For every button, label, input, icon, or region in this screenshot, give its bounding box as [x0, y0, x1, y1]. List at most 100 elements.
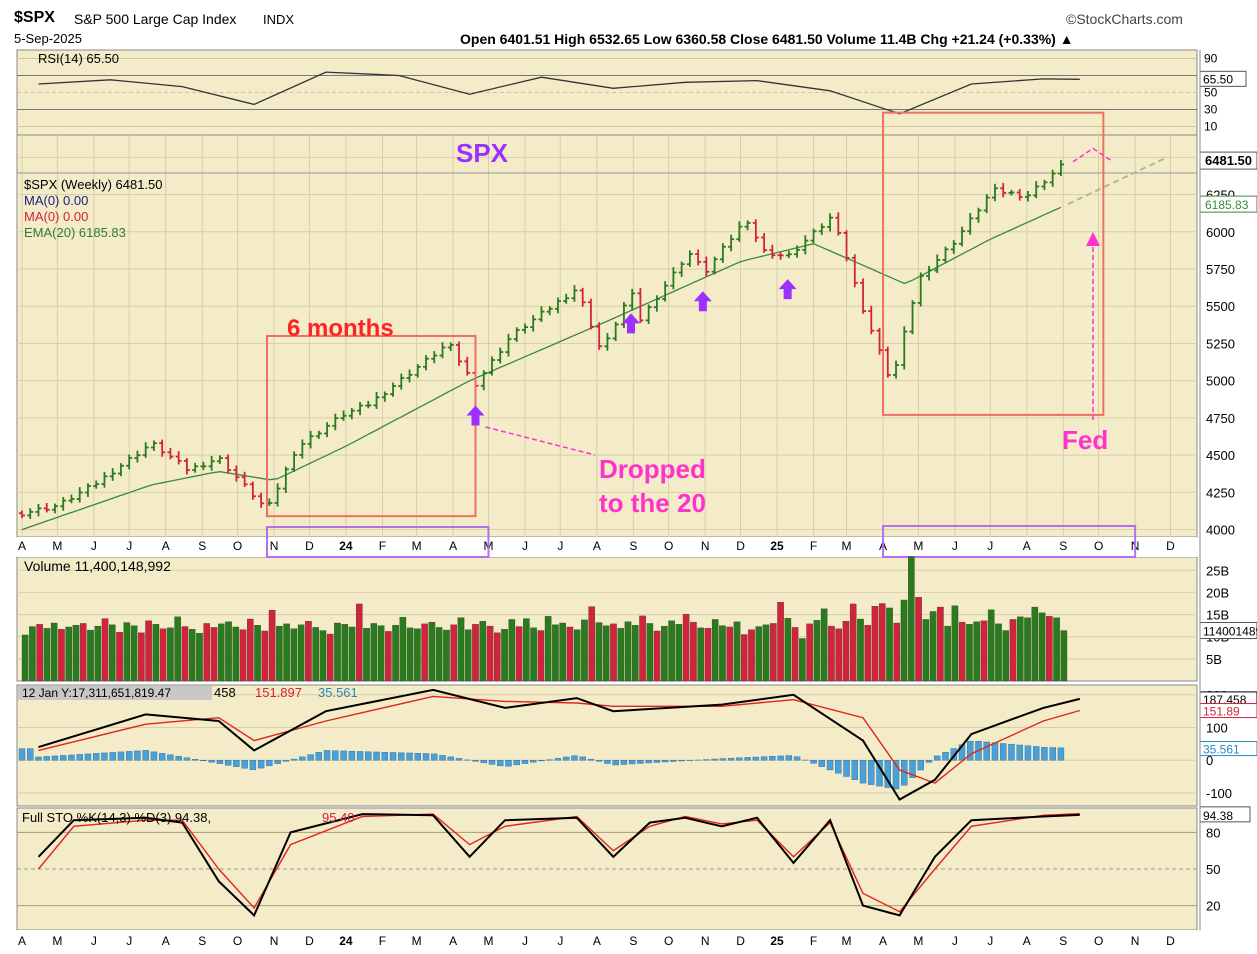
- volume-bar: [624, 621, 632, 682]
- macd-histogram-bar: [934, 755, 941, 761]
- volume-bar: [1060, 630, 1068, 682]
- rsi-last-value: 65.50: [1203, 72, 1233, 86]
- x-tick-label: S: [629, 934, 637, 948]
- volume-bar: [297, 624, 305, 682]
- x-tick-label: A: [18, 934, 26, 948]
- x-tick-label: A: [162, 934, 170, 948]
- macd-histogram-bar: [1008, 744, 1015, 761]
- price-tick-label: 6000: [1206, 225, 1235, 240]
- volume-bar: [101, 618, 109, 682]
- macd-histogram-bar: [167, 754, 174, 761]
- volume-bar: [581, 619, 588, 682]
- x-tick-label: M: [52, 539, 62, 553]
- macd-histogram-bar: [604, 760, 611, 764]
- macd-histogram-bar: [678, 760, 685, 762]
- volume-bar: [799, 638, 806, 682]
- macd-histogram-bar: [645, 760, 652, 764]
- chart-index-name: S&P 500 Large Cap Index: [74, 11, 237, 27]
- volume-bar: [428, 621, 436, 682]
- macd-histogram-bar: [777, 755, 784, 761]
- volume-bar: [690, 621, 697, 682]
- x-tick-label: J: [126, 539, 132, 553]
- macd-histogram-bar: [224, 760, 232, 766]
- volume-bar: [276, 625, 283, 682]
- x-tick-label: 25: [770, 539, 784, 553]
- macd-histogram-bar: [711, 758, 718, 761]
- price-legend-item: $SPX (Weekly) 6481.50: [24, 177, 163, 192]
- volume-bar: [363, 628, 370, 682]
- volume-bar: [123, 622, 131, 682]
- volume-bar: [152, 624, 160, 682]
- annotation-to-the-20: to the 20: [599, 488, 706, 518]
- highlight-box: [266, 335, 477, 518]
- volume-bar: [958, 621, 966, 682]
- macd-histogram-bar: [447, 756, 454, 761]
- volume-bar: [196, 633, 203, 682]
- volume-bar: [922, 619, 930, 682]
- macd-histogram-bar: [84, 753, 92, 761]
- volume-bar: [217, 623, 225, 682]
- macd-histogram-bar: [93, 753, 100, 761]
- macd-histogram-bar: [843, 760, 850, 777]
- macd-histogram-bar: [348, 750, 356, 761]
- volume-bar: [668, 620, 675, 682]
- macd-histogram-bar: [793, 756, 801, 761]
- volume-bar: [675, 624, 683, 682]
- macd-histogram-bar: [628, 760, 636, 765]
- macd-histogram-bar: [455, 758, 463, 761]
- macd-histogram-bar: [497, 760, 504, 767]
- sto-tick-label: 20: [1206, 899, 1220, 914]
- macd-histogram-bar: [513, 760, 520, 766]
- annotation-6-months: 6 months: [287, 315, 394, 342]
- volume-bar: [777, 602, 784, 682]
- macd-histogram-bar: [769, 756, 776, 761]
- sto-last-value: 94.38: [1203, 809, 1233, 823]
- x-tick-label: D: [305, 539, 314, 553]
- volume-bar: [203, 623, 211, 682]
- volume-bar: [319, 630, 327, 682]
- volume-bar: [1053, 617, 1060, 682]
- macd-histogram-bar: [1032, 746, 1040, 761]
- volume-bar: [377, 625, 385, 682]
- price-tick-label: 5250: [1206, 336, 1235, 351]
- volume-bar: [435, 627, 443, 682]
- volume-bar: [341, 624, 349, 682]
- volume-bar: [966, 624, 973, 682]
- macd-histogram-bar: [117, 751, 125, 761]
- volume-bar: [704, 628, 712, 682]
- volume-bar: [254, 625, 261, 682]
- macd-histogram-bar: [68, 754, 75, 761]
- macd-histogram-bar: [967, 740, 974, 761]
- price-tick-label: 5500: [1206, 299, 1235, 314]
- x-tick-label: J: [952, 934, 958, 948]
- volume-bar: [791, 627, 799, 682]
- x-tick-label: A: [18, 539, 26, 553]
- x-tick-label: J: [952, 539, 958, 553]
- macd-histogram-bar: [620, 760, 628, 765]
- volume-bar: [523, 618, 530, 682]
- macd-histogram-bar: [200, 760, 207, 761]
- volume-bar: [87, 629, 94, 682]
- volume-bar: [813, 620, 821, 682]
- volume-bar: [188, 629, 196, 682]
- price-tick-label: 4250: [1206, 485, 1235, 500]
- volume-bar: [268, 609, 276, 682]
- x-tick-label: A: [1023, 934, 1031, 948]
- macd-histogram-bar: [216, 760, 224, 764]
- macd-histogram-bar: [727, 757, 735, 761]
- price-tick-label: 4000: [1206, 523, 1235, 538]
- macd-histogram-bar: [43, 756, 50, 761]
- macd-tick-label: -100: [1206, 786, 1232, 801]
- macd-histogram-bar: [752, 756, 760, 761]
- volume-bar: [719, 625, 726, 682]
- x-tick-label: J: [987, 539, 993, 553]
- macd-histogram-bar: [892, 760, 900, 790]
- volume-bar: [617, 628, 625, 682]
- volume-bar: [878, 603, 886, 682]
- macd-histogram-bar: [818, 760, 826, 767]
- sto-tick-label: 50: [1206, 862, 1220, 877]
- volume-bar: [247, 618, 254, 682]
- volume-bar: [472, 624, 479, 682]
- volume-bar: [515, 626, 523, 682]
- macd-tooltip-bg: [18, 686, 212, 700]
